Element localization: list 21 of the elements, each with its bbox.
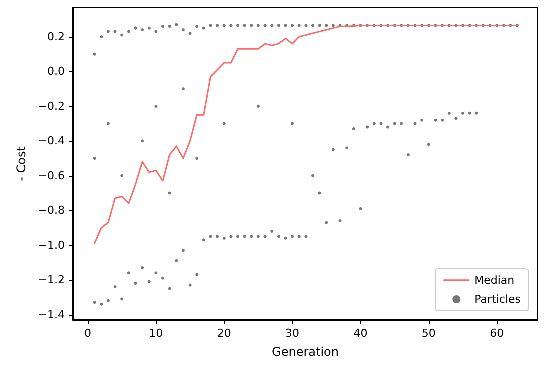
legend-label: Particles xyxy=(474,293,522,306)
y-tick-label: −1.2 xyxy=(38,274,65,287)
x-tick-label: 40 xyxy=(354,327,368,340)
y-tick-label: −0.4 xyxy=(38,134,65,148)
x-tick-label: 60 xyxy=(490,327,504,340)
y-tick-label: 0.0 xyxy=(48,65,65,78)
x-tick-label: 10 xyxy=(149,327,164,340)
y-axis-title: - Cost xyxy=(14,146,28,182)
legend-label: Median xyxy=(474,274,515,287)
y-tick-label: −0.2 xyxy=(38,100,65,113)
x-axis-title: Generation xyxy=(272,345,339,359)
x-tick-label: 50 xyxy=(422,327,436,340)
x-tick-label: 30 xyxy=(286,327,300,340)
y-tick-label: −1.4 xyxy=(38,308,65,322)
y-tick-label: −0.8 xyxy=(38,204,65,218)
y-tick-label: 0.2 xyxy=(48,30,65,44)
y-tick-label: −1.0 xyxy=(38,238,65,252)
line-series xyxy=(94,24,518,244)
x-tick-label: 0 xyxy=(84,327,92,340)
y-tick-label: −0.6 xyxy=(38,169,65,182)
x-tick-label: 20 xyxy=(217,327,232,340)
